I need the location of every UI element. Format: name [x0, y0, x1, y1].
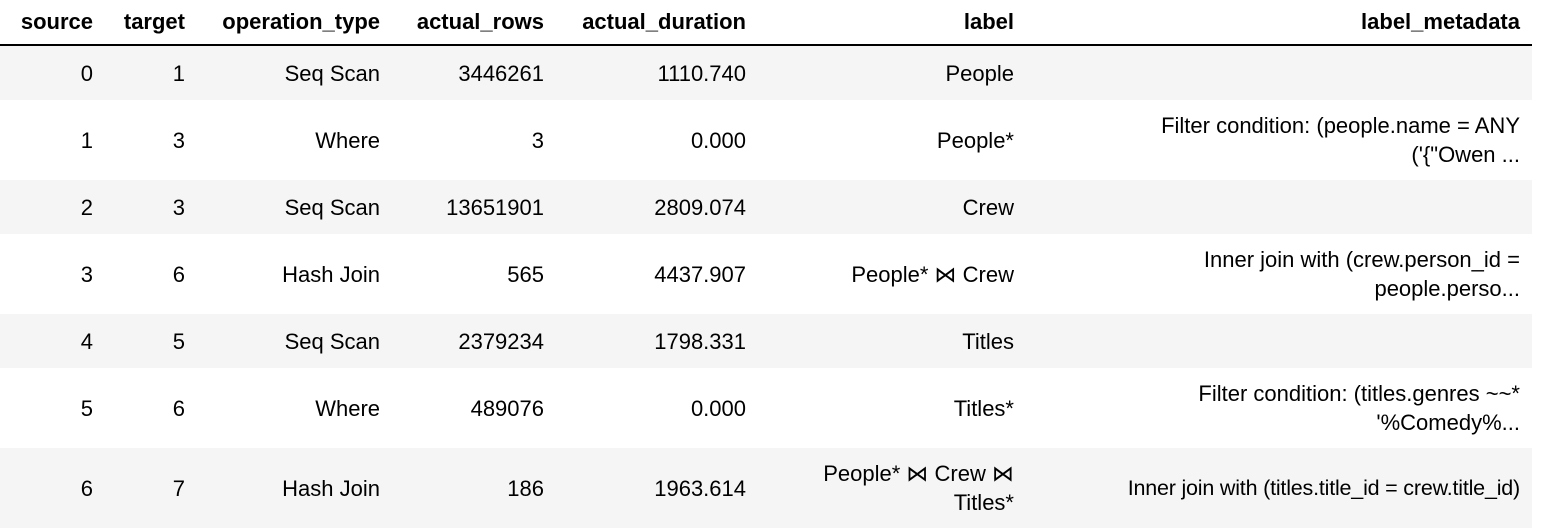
cell-actual-rows: 565 — [392, 234, 556, 314]
cell-label: People — [758, 45, 1026, 100]
column-header-label: label — [758, 0, 1026, 46]
cell-label-metadata — [1026, 180, 1532, 234]
cell-actual-rows: 3 — [392, 100, 556, 180]
cell-label-metadata: Filter condition: (titles.genres ~~* '%C… — [1026, 368, 1532, 448]
column-header-operation-type: operation_type — [197, 0, 392, 46]
cell-operation-type: Where — [197, 368, 392, 448]
cell-label-text: People* ⋈ Crew ⋈ Titles* — [823, 461, 1014, 515]
cell-target: 6 — [105, 234, 197, 314]
cell-label: People* ⋈ Crew — [758, 234, 1026, 314]
cell-label-metadata: Filter condition: (people.name = ANY ('{… — [1026, 100, 1532, 180]
cell-label-metadata-text: Filter condition: (people.name = ANY ('{… — [1161, 113, 1520, 167]
table-row: 5 6 Where 489076 0.000 Titles* Filter co… — [0, 368, 1532, 448]
cell-actual-rows: 186 — [392, 448, 556, 528]
cell-operation-type: Seq Scan — [197, 180, 392, 234]
cell-target: 1 — [105, 45, 197, 100]
cell-actual-duration: 1110.740 — [556, 45, 758, 100]
cell-operation-type: Seq Scan — [197, 45, 392, 100]
cell-actual-duration: 1963.614 — [556, 448, 758, 528]
cell-source: 0 — [0, 45, 105, 100]
cell-source: 1 — [0, 100, 105, 180]
cell-label-metadata: Inner join with (crew.person_id = people… — [1026, 234, 1532, 314]
cell-label: Titles — [758, 314, 1026, 368]
cell-actual-duration: 1798.331 — [556, 314, 758, 368]
cell-target: 7 — [105, 448, 197, 528]
cell-actual-duration: 0.000 — [556, 368, 758, 448]
column-header-source: source — [0, 0, 105, 46]
cell-source: 4 — [0, 314, 105, 368]
cell-operation-type: Seq Scan — [197, 314, 392, 368]
header-row: source target operation_type actual_rows… — [0, 0, 1532, 46]
cell-label: People* ⋈ Crew ⋈ Titles* — [758, 448, 1026, 528]
cell-operation-type: Hash Join — [197, 448, 392, 528]
cell-actual-rows: 3446261 — [392, 45, 556, 100]
cell-label-metadata-text: Filter condition: (titles.genres ~~* '%C… — [1198, 381, 1520, 435]
cell-label: Crew — [758, 180, 1026, 234]
cell-label: Titles* — [758, 368, 1026, 448]
cell-label-metadata — [1026, 45, 1532, 100]
cell-source: 3 — [0, 234, 105, 314]
cell-label-metadata — [1026, 314, 1532, 368]
column-header-actual-rows: actual_rows — [392, 0, 556, 46]
table-row: 6 7 Hash Join 186 1963.614 People* ⋈ Cre… — [0, 448, 1532, 528]
cell-operation-type: Hash Join — [197, 234, 392, 314]
column-header-label-metadata: label_metadata — [1026, 0, 1532, 46]
cell-label-metadata-text: Inner join with (crew.person_id = people… — [1203, 247, 1520, 301]
cell-label: People* — [758, 100, 1026, 180]
table-row: 1 3 Where 3 0.000 People* Filter conditi… — [0, 100, 1532, 180]
cell-target: 5 — [105, 314, 197, 368]
cell-actual-rows: 489076 — [392, 368, 556, 448]
cell-target: 3 — [105, 180, 197, 234]
cell-actual-rows: 2379234 — [392, 314, 556, 368]
cell-source: 2 — [0, 180, 105, 234]
cell-target: 3 — [105, 100, 197, 180]
table-row: 3 6 Hash Join 565 4437.907 People* ⋈ Cre… — [0, 234, 1532, 314]
cell-actual-duration: 2809.074 — [556, 180, 758, 234]
column-header-actual-duration: actual_duration — [556, 0, 758, 46]
cell-actual-duration: 0.000 — [556, 100, 758, 180]
cell-target: 6 — [105, 368, 197, 448]
column-header-target: target — [105, 0, 197, 46]
table-row: 4 5 Seq Scan 2379234 1798.331 Titles — [0, 314, 1532, 368]
table-row: 2 3 Seq Scan 13651901 2809.074 Crew — [0, 180, 1532, 234]
cell-label-metadata: Inner join with (titles.title_id = crew.… — [1026, 448, 1532, 528]
cell-actual-rows: 13651901 — [392, 180, 556, 234]
cell-operation-type: Where — [197, 100, 392, 180]
cell-actual-duration: 4437.907 — [556, 234, 758, 314]
cell-source: 6 — [0, 448, 105, 528]
table-row: 0 1 Seq Scan 3446261 1110.740 People — [0, 45, 1532, 100]
cell-source: 5 — [0, 368, 105, 448]
